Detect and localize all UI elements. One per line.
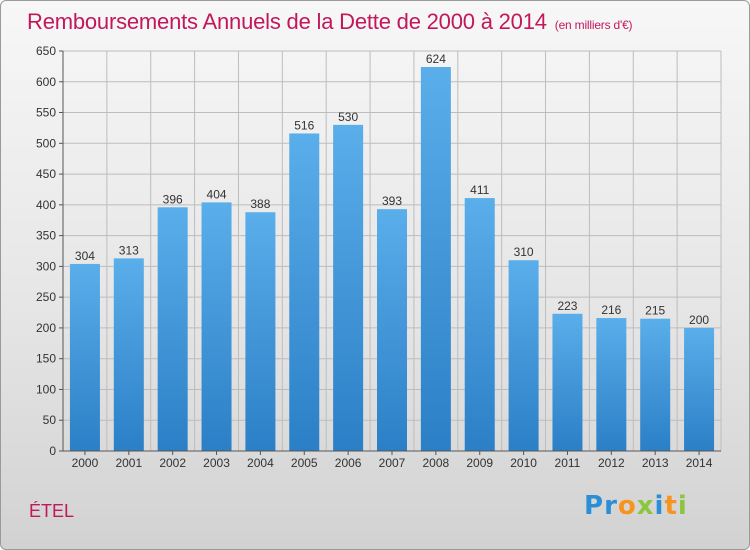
x-tick-label-2009: 2009 [466,456,493,470]
bar-2008 [420,67,451,451]
data-label-2008: 624 [426,52,446,66]
x-tick-label-2002: 2002 [159,456,186,470]
bar-2002 [157,207,188,451]
bar-2013 [640,318,671,451]
logo-letter: x [636,491,655,521]
data-label-2005: 516 [294,118,314,132]
x-tick-label-2001: 2001 [115,456,142,470]
logo-letter: i [654,491,665,521]
logo-letter: i [677,491,688,521]
data-label-2002: 396 [163,192,183,206]
y-tick-label: 450 [36,167,56,181]
bar-2010 [508,260,539,451]
logo-letter: t [664,491,678,521]
data-label-2001: 313 [119,243,139,257]
chart-title: Remboursements Annuels de la Dette de 20… [27,9,633,35]
x-tick-label-2003: 2003 [203,456,230,470]
bar-2001 [113,258,144,451]
data-label-2013: 215 [645,304,665,318]
logo-letter: r [604,491,618,521]
logo-letter: o [617,491,637,521]
data-label-2004: 388 [250,197,270,211]
y-tick-label: 400 [36,198,56,212]
data-label-2009: 411 [470,183,489,197]
y-tick-label: 550 [36,106,56,120]
x-tick-label-2005: 2005 [291,456,318,470]
bar-2011 [552,313,583,451]
chart-title-text: Remboursements Annuels de la Dette de 20… [27,9,547,34]
data-label-2000: 304 [75,249,95,263]
x-tick-label-2006: 2006 [335,456,362,470]
data-label-2010: 310 [514,245,534,259]
bar-2000 [69,263,100,451]
data-label-2006: 530 [338,110,358,124]
axes: 0 50 100 150 200 250 300 350 400 450 500 550 600 650 2… [36,44,721,470]
data-label-2012: 216 [601,303,621,317]
bar-2009 [464,198,495,451]
x-tick-label-2004: 2004 [247,456,274,470]
y-tick-label: 0 [49,444,56,458]
x-tick-label-2011: 2011 [555,456,581,470]
x-tick-label-2010: 2010 [510,456,537,470]
x-tick-label-2008: 2008 [423,456,450,470]
data-label-2003: 404 [207,187,227,201]
bar-2007 [377,209,407,451]
x-tick-label-2012: 2012 [598,456,625,470]
y-tick-label: 150 [36,352,56,366]
chart-subtitle: (en milliers d'€) [554,18,633,32]
y-tick-label: 100 [36,382,56,396]
data-label-2014: 200 [689,313,709,327]
bar-2006 [333,124,364,451]
logo-letter: P [584,491,605,521]
y-tick-label: 300 [36,259,56,273]
x-tick-label-2007: 2007 [379,456,406,470]
commune-name: ÉTEL [29,501,75,521]
proxiti-logo: Proxiti [584,491,688,521]
y-tick-label: 650 [36,44,56,58]
bars: 304 313 396 404 388 516 530 393 624 411 310 223 216 2… [69,52,715,451]
y-tick-label: 50 [43,413,57,427]
y-tick-label: 200 [36,321,56,335]
bar-2012 [596,318,627,451]
y-tick-label: 350 [36,229,56,243]
y-tick-label: 600 [36,75,56,89]
bar-2005 [289,133,320,451]
x-tick-label-2014: 2014 [686,456,713,470]
data-label-2007: 393 [382,194,402,208]
x-tick-label-2013: 2013 [642,456,669,470]
y-tick-label: 250 [36,290,56,304]
y-tick-label: 500 [36,136,56,150]
bar-2004 [245,212,276,451]
bar-2014 [684,327,715,451]
bar-2003 [201,202,232,451]
x-tick-label-2000: 2000 [72,456,99,470]
data-label-2011: 223 [557,299,577,313]
